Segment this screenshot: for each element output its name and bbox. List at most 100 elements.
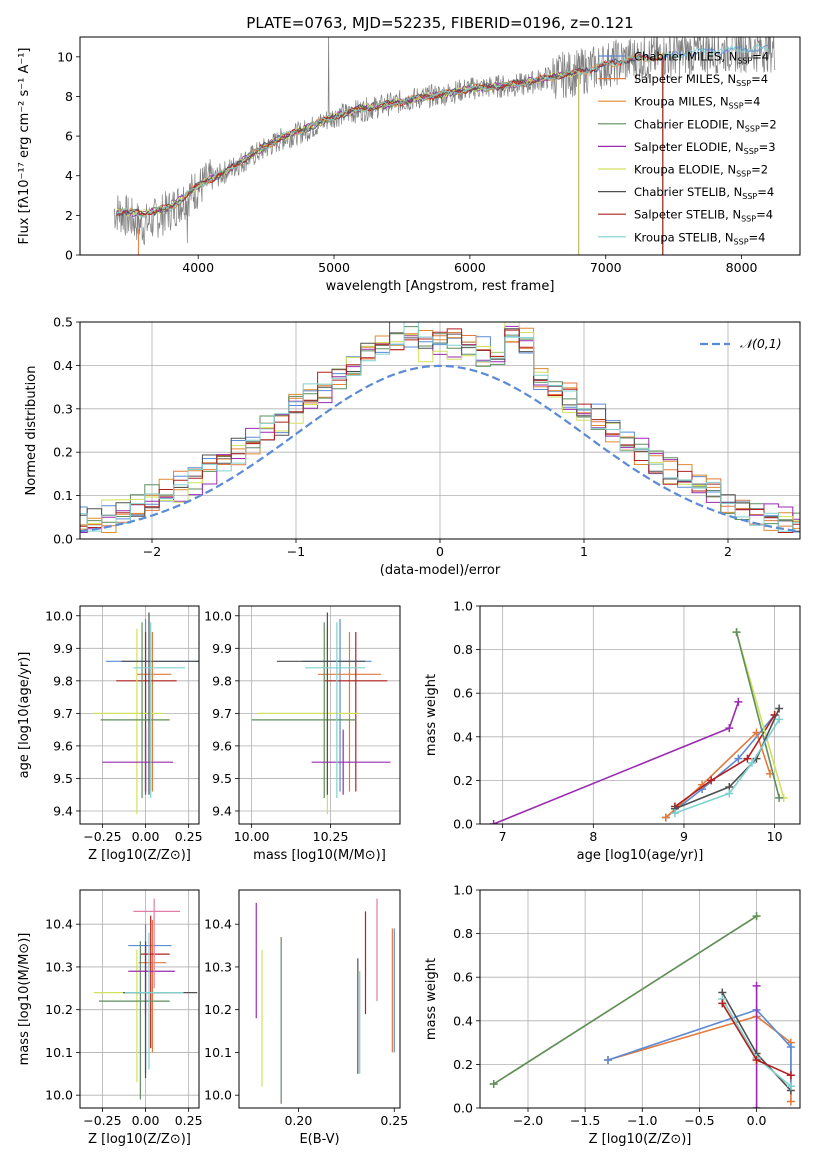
y-tick-label: 9.5 <box>212 771 232 786</box>
y-tick-label: 10.1 <box>45 1045 73 1060</box>
legend-label: Salpeter ELODIE, NSSP=3 <box>634 140 776 156</box>
weight-vs-Z-plot-area <box>489 912 795 1108</box>
x-tick-label: 0.25 <box>175 829 203 844</box>
x-tick-label: 0.25 <box>380 1113 408 1128</box>
x-tick-label: −2.0 <box>513 1113 543 1128</box>
weight-series-line <box>674 718 780 814</box>
legend-label: Kroupa STELIB, NSSP=4 <box>634 230 765 246</box>
weight-series-line <box>735 632 780 798</box>
age-vs-Z-frame <box>79 605 200 825</box>
weight-point-marker <box>670 809 679 818</box>
residual-histogram-step <box>80 327 800 533</box>
x-tick-label: 6000 <box>454 260 486 275</box>
weight-point-marker <box>707 776 716 785</box>
y-tick-label: 0.5 <box>53 315 73 330</box>
spectrum-axes <box>76 56 742 259</box>
x-axis-label: Z [log10(Z/Z⊙)] <box>88 1132 191 1147</box>
y-tick-label: 10.0 <box>204 608 232 623</box>
y-tick-label: 9.9 <box>212 641 232 656</box>
y-tick-label: 8 <box>65 89 73 104</box>
x-tick-label: 8 <box>589 829 597 844</box>
x-tick-label: 2 <box>724 544 732 559</box>
model-series-line <box>116 44 770 218</box>
y-tick-label: 10.3 <box>204 959 232 974</box>
weight-point-marker <box>747 758 756 767</box>
x-tick-label: 0.20 <box>284 1113 312 1128</box>
chart-title: PLATE=0763, MJD=52235, FIBERID=0196, z=0… <box>246 14 633 32</box>
x-axis-label: age [log10(age/yr)] <box>577 848 704 863</box>
legend-label: Chabrier STELIB, NSSP=4 <box>634 185 774 201</box>
weight-point-marker <box>489 1080 498 1089</box>
residuals-frame <box>79 321 801 540</box>
y-tick-label: 0.4 <box>53 358 73 373</box>
age-vs-mass-axes <box>235 606 400 828</box>
legend-label: Chabrier ELODIE, NSSP=2 <box>634 117 777 133</box>
weight-series-line <box>493 915 758 1085</box>
weight-vs-Z-frame <box>479 889 801 1109</box>
weight-point-marker <box>752 1056 761 1065</box>
y-tick-label: 0.8 <box>453 926 473 941</box>
y-tick-label: 10.3 <box>45 959 73 974</box>
y-tick-label: 10.0 <box>204 1088 232 1103</box>
y-axis-label: mass weight <box>424 674 439 756</box>
y-tick-label: 9.6 <box>53 738 73 753</box>
residual-histogram-step <box>80 328 800 533</box>
legend-label: Kroupa MILES, NSSP=4 <box>634 95 760 111</box>
weight-point-marker <box>604 1056 612 1065</box>
weight-point-marker <box>725 789 734 798</box>
y-tick-label: 0.1 <box>53 488 73 503</box>
x-axis-label: E(B-V) <box>299 1132 339 1147</box>
weight-point-marker <box>775 715 784 724</box>
weight-point-marker <box>743 754 752 763</box>
y-tick-label: 0.0 <box>453 1101 473 1116</box>
x-axis-label: (data-model)/error <box>380 563 501 578</box>
y-tick-label: 4 <box>65 168 73 183</box>
weight-point-marker <box>775 793 784 802</box>
y-tick-label: 0.0 <box>53 532 73 547</box>
mass-vs-EBV-plot-area <box>255 898 395 1104</box>
weight-point-marker <box>786 1071 795 1080</box>
y-tick-label: 0.2 <box>53 445 73 460</box>
y-tick-label: 0.4 <box>453 729 473 744</box>
y-axis-label: age [log10(age/yr)] <box>17 652 32 779</box>
model-series-line <box>116 70 580 255</box>
x-tick-label: 9 <box>680 829 688 844</box>
model-series-line <box>116 54 664 255</box>
legend-label: Salpeter MILES, NSSP=4 <box>634 72 768 88</box>
weight-point-marker <box>489 820 498 824</box>
weight-series-line <box>607 1008 792 1087</box>
model-series-line <box>116 71 580 255</box>
model-series-line <box>116 51 664 255</box>
x-tick-label: 5000 <box>318 260 350 275</box>
x-tick-label: 0.25 <box>175 1113 203 1128</box>
y-axis-label: Normed distribution <box>24 366 39 496</box>
y-tick-label: 1.0 <box>453 599 473 614</box>
x-tick-label: −1 <box>287 544 305 559</box>
x-axis-label: mass [log10(M/M⊙)] <box>253 848 386 863</box>
x-tick-label: 1 <box>580 544 588 559</box>
x-tick-label: 8000 <box>726 260 758 275</box>
weight-point-marker <box>734 697 743 706</box>
x-tick-label: 0 <box>436 544 444 559</box>
x-tick-label: −0.25 <box>83 829 121 844</box>
normal-reference-curve <box>80 364 800 533</box>
age-vs-mass-frame <box>238 605 401 825</box>
y-axis-label: mass weight <box>424 958 439 1040</box>
y-tick-label: 0.3 <box>53 401 73 416</box>
x-tick-label: −1.0 <box>627 1113 657 1128</box>
x-tick-label: 0.00 <box>132 829 160 844</box>
weight-point-marker <box>786 1082 795 1091</box>
weight-point-marker <box>775 704 784 713</box>
weight-vs-age-frame <box>479 605 801 825</box>
y-axis-label: Flux [fλ10⁻¹⁷ erg cm⁻² s⁻¹ A⁻¹] <box>17 48 32 245</box>
x-tick-label: 10.00 <box>234 829 270 844</box>
weight-series-line <box>674 708 780 810</box>
legend-label: 𝒩(0,1) <box>740 336 782 351</box>
weight-series-line <box>665 714 776 819</box>
weight-series-line <box>665 730 771 819</box>
spectrum-legend: Chabrier MILES, NSSP=4 Salpeter MILES, NS… <box>598 50 777 246</box>
x-tick-label: 7000 <box>590 260 622 275</box>
y-tick-label: 10.2 <box>204 1002 232 1017</box>
spectrum-plot-area <box>113 37 776 255</box>
